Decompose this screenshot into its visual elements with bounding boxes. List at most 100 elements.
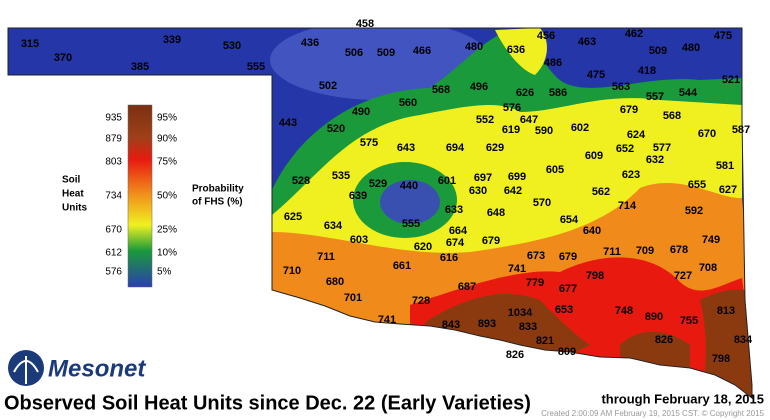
station-value: 568 <box>432 84 450 96</box>
legend-percent: 50% <box>157 191 177 202</box>
station-value: 570 <box>533 197 551 209</box>
station-value: 370 <box>54 52 72 64</box>
station-value: 490 <box>352 106 370 118</box>
station-value: 711 <box>603 246 621 258</box>
station-value: 480 <box>465 41 483 53</box>
station-value: 674 <box>446 237 465 249</box>
station-value: 626 <box>516 87 534 99</box>
station-value: 620 <box>414 241 432 253</box>
station-value: 418 <box>638 65 656 77</box>
station-value: 466 <box>413 45 431 57</box>
legend-left-title: Units <box>62 203 87 214</box>
station-value: 475 <box>714 30 732 42</box>
station-value: 714 <box>618 200 637 212</box>
station-value: 592 <box>685 205 703 217</box>
station-value: 664 <box>449 225 468 237</box>
station-value: 496 <box>470 81 488 93</box>
subtitle: through February 18, 2015 <box>601 391 764 406</box>
station-value: 619 <box>502 124 520 136</box>
title: Observed Soil Heat Units since Dec. 22 (… <box>4 392 531 414</box>
station-value: 443 <box>279 117 297 129</box>
station-value: 642 <box>504 185 522 197</box>
station-value: 826 <box>506 349 524 361</box>
station-value: 779 <box>526 277 544 289</box>
legend-percent: 90% <box>157 134 177 145</box>
state-outline <box>7 27 753 400</box>
station-value: 520 <box>327 123 345 135</box>
legend-unit: 879 <box>105 134 122 145</box>
station-value: 624 <box>627 129 646 141</box>
legend-left-title: Soil <box>62 175 81 186</box>
station-value: 616 <box>440 252 458 264</box>
station-value: 436 <box>301 37 319 49</box>
station-value: 576 <box>503 102 521 114</box>
logo-text: Mesonet <box>48 355 146 382</box>
station-value: 821 <box>536 335 554 347</box>
station-value: 486 <box>544 57 562 69</box>
station-value: 475 <box>587 69 605 81</box>
station-value: 679 <box>620 104 638 116</box>
station-value: 798 <box>586 270 604 282</box>
station-value: 655 <box>688 179 706 191</box>
station-value: 506 <box>345 47 363 59</box>
legend-left-title: Heat <box>62 189 84 200</box>
legend-right-title: of FHS (%) <box>192 197 243 208</box>
legend-unit: 734 <box>105 191 122 202</box>
station-value: 456 <box>537 30 555 42</box>
station-value: 677 <box>559 283 577 295</box>
legend-percent: 5% <box>157 267 172 278</box>
station-value: 568 <box>663 110 681 122</box>
station-value: 727 <box>674 270 692 282</box>
station-value: 463 <box>578 36 596 48</box>
station-value: 587 <box>732 124 750 136</box>
station-value: 634 <box>324 220 343 232</box>
station-value: 709 <box>636 245 654 257</box>
station-value: 462 <box>625 28 643 40</box>
station-value: 755 <box>680 315 698 327</box>
station-value: 581 <box>716 160 734 172</box>
station-value: 893 <box>478 318 496 330</box>
station-value: 701 <box>344 292 362 304</box>
station-value: 826 <box>655 334 673 346</box>
station-value: 798 <box>712 353 730 365</box>
station-value: 509 <box>649 45 667 57</box>
station-value: 629 <box>486 142 504 154</box>
station-value: 530 <box>223 40 241 52</box>
station-value: 480 <box>682 42 700 54</box>
station-value: 809 <box>558 346 576 358</box>
station-value: 633 <box>445 204 463 216</box>
station-value: 627 <box>719 184 737 196</box>
station-value: 661 <box>393 260 411 272</box>
station-value: 699 <box>508 171 526 183</box>
logo: Mesonet <box>8 350 146 386</box>
station-value: 625 <box>284 211 302 223</box>
station-value: 708 <box>699 262 717 274</box>
station-value: 603 <box>350 234 368 246</box>
station-value: 741 <box>378 314 396 326</box>
station-value: 748 <box>615 305 633 317</box>
station-labels: 315 370 339 385 530 555 458 436 506 509 466 480 636 4… <box>21 18 753 365</box>
credit: Created 2:00:09 AM February 19, 2015 CST… <box>541 409 764 418</box>
station-value: 535 <box>332 170 350 182</box>
station-value: 555 <box>402 218 420 230</box>
station-value: 639 <box>349 190 367 202</box>
station-value: 687 <box>458 281 476 293</box>
station-value: 670 <box>698 128 716 140</box>
station-value: 711 <box>317 251 335 263</box>
legend-unit: 935 <box>105 113 122 124</box>
legend-right-title: Probability <box>192 184 244 195</box>
station-value: 575 <box>360 137 378 149</box>
station-value: 529 <box>369 178 387 190</box>
station-value: 678 <box>670 244 688 256</box>
station-value: 648 <box>487 207 505 219</box>
station-value: 652 <box>616 143 634 155</box>
station-value: 843 <box>442 319 460 331</box>
station-value: 697 <box>474 172 492 184</box>
station-value: 647 <box>520 114 538 126</box>
station-value: 315 <box>21 38 39 50</box>
station-value: 680 <box>326 276 344 288</box>
station-value: 528 <box>292 175 310 187</box>
station-value: 385 <box>131 61 149 73</box>
station-value: 623 <box>622 169 640 181</box>
